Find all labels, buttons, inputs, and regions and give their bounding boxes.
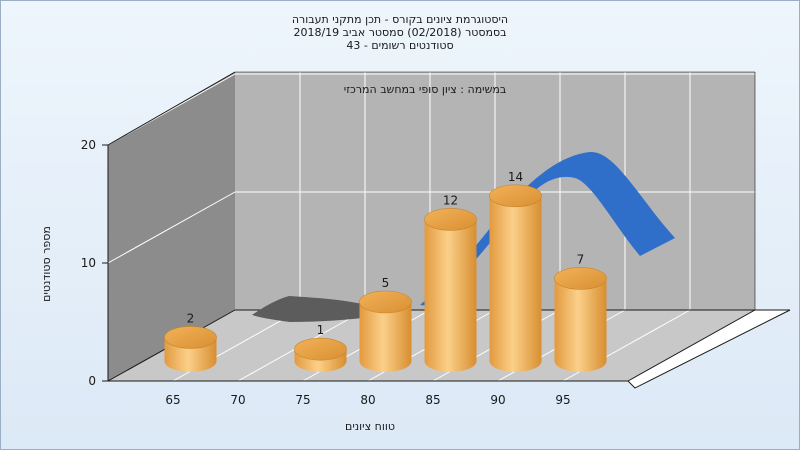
x-tick-label: 85 — [425, 393, 440, 407]
x-tick-label: 90 — [490, 393, 505, 407]
bar-data-label: 1 — [317, 323, 325, 337]
x-tick-label: 95 — [555, 393, 570, 407]
bar-body — [489, 195, 542, 373]
x-tick-label: 65 — [165, 393, 180, 407]
bar-75: 1 — [294, 323, 347, 373]
bar-data-label: 14 — [508, 170, 523, 184]
y-axis-title: מספר סטודנטים — [40, 226, 53, 302]
y-tick-label: 10 — [81, 256, 96, 270]
x-axis-title: טווח ציונים — [345, 420, 395, 433]
chart-right-floor-edge — [627, 309, 791, 389]
bar-80: 5 — [359, 276, 412, 373]
bar-data-label: 12 — [443, 193, 458, 207]
bar-top — [359, 290, 412, 314]
bar-top — [424, 208, 477, 231]
bar-data-label: 7 — [577, 252, 585, 266]
bar-top — [294, 337, 347, 361]
chart-title-line-2: בסמסטר (02/2018) סמסטר אביב 2018/19 — [293, 26, 507, 39]
x-tick-label: 75 — [295, 393, 310, 407]
x-tick-label: 80 — [360, 393, 375, 407]
x-tick-label: 70 — [230, 393, 245, 407]
bar-85: 12 — [424, 193, 477, 373]
bar-top — [164, 326, 217, 349]
bar-95: 7 — [554, 252, 607, 373]
chart-left-wall — [108, 72, 235, 381]
bar-body — [359, 302, 412, 373]
chart-subtitle: במשימה : ציון סופי במחשב המרכזי — [344, 83, 507, 96]
bars-layer: 2 1 5 12 14 7 — [164, 170, 607, 373]
bar-body — [554, 278, 607, 373]
distribution-curve-blue — [420, 151, 675, 306]
y-tick-label: 0 — [88, 374, 96, 388]
bar-data-label: 2 — [187, 311, 195, 325]
bar-90: 14 — [489, 170, 542, 373]
chart-title-line-3: סטודנטים רשומים - 43 — [346, 39, 454, 52]
bar-data-label: 5 — [382, 276, 390, 290]
y-tick-labels: 0 10 20 — [81, 138, 108, 388]
chart-title-line-1: היסטוגרמת ציונים בקורס - תכן מתקני תעבור… — [291, 13, 509, 26]
grid-line-left-1 — [107, 191, 236, 264]
bar-65: 2 — [164, 311, 217, 373]
y-tick-label: 20 — [81, 138, 96, 152]
bar-top — [554, 267, 607, 290]
x-tick-labels: 65 70 75 80 85 90 95 — [165, 393, 570, 407]
distribution-curve-gray — [252, 296, 385, 322]
left-wall-top-edge — [107, 71, 236, 146]
bar-body — [424, 219, 477, 373]
bar-top — [489, 184, 542, 208]
